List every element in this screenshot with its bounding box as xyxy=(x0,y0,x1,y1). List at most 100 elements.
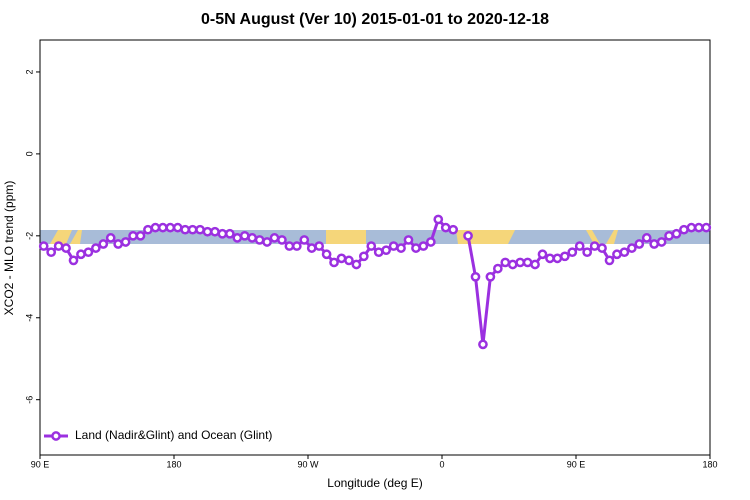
data-point xyxy=(470,271,481,282)
land-patch xyxy=(586,230,600,244)
data-point xyxy=(202,226,213,237)
y-tick-label: 0 xyxy=(24,151,34,156)
data-point xyxy=(68,255,79,266)
data-point xyxy=(679,224,689,235)
data-point xyxy=(373,247,384,258)
data-point xyxy=(574,241,585,251)
data-point xyxy=(113,239,124,249)
data-point xyxy=(612,249,622,260)
data-point xyxy=(277,235,287,245)
data-point xyxy=(358,251,369,262)
data-point xyxy=(135,230,146,241)
data-point xyxy=(351,259,362,270)
data-point xyxy=(76,249,86,260)
data-point xyxy=(195,224,205,235)
data-point xyxy=(187,224,198,235)
data-point xyxy=(172,222,183,233)
data-point xyxy=(478,339,488,350)
data-point xyxy=(90,243,101,253)
data-point xyxy=(440,222,451,233)
data-point xyxy=(232,233,243,243)
land-patch xyxy=(70,230,82,244)
legend-label: Land (Nadir&Glint) and Ocean (Glint) xyxy=(75,428,272,442)
data-point xyxy=(329,257,339,268)
data-point xyxy=(224,228,235,239)
data-point xyxy=(604,255,615,266)
data-point xyxy=(656,237,667,247)
data-point xyxy=(143,224,153,235)
data-point xyxy=(83,247,94,258)
data-point xyxy=(507,259,518,270)
y-axis-label: XCO2 - MLO trend (ppm) xyxy=(2,181,16,316)
data-point xyxy=(634,239,645,249)
data-point xyxy=(671,228,682,239)
data-point xyxy=(693,222,704,233)
data-point xyxy=(344,255,354,266)
data-point xyxy=(366,241,377,251)
data-point xyxy=(492,263,503,274)
data-point xyxy=(388,241,399,251)
data-point xyxy=(649,239,660,249)
data-point xyxy=(53,241,64,251)
data-point xyxy=(522,257,533,268)
data-point xyxy=(701,222,712,233)
data-point xyxy=(582,247,593,258)
data-point xyxy=(38,241,49,251)
data-point xyxy=(105,233,116,243)
data-point xyxy=(306,243,317,253)
data-point xyxy=(403,235,414,245)
y-tick-label: -6 xyxy=(24,396,34,404)
data-point xyxy=(165,222,176,233)
data-point xyxy=(217,228,228,239)
data-point xyxy=(254,235,265,245)
data-point xyxy=(128,230,138,241)
data-point xyxy=(247,233,258,243)
data-point xyxy=(559,251,570,262)
data-point xyxy=(686,222,697,233)
x-tick-label: 90 W xyxy=(297,459,319,469)
data-point xyxy=(537,249,548,260)
data-point xyxy=(291,241,302,251)
data-point xyxy=(262,237,272,247)
data-point xyxy=(425,237,436,247)
x-tick-label: 90 E xyxy=(567,459,586,469)
y-tick-label: -4 xyxy=(24,314,34,322)
land-patch xyxy=(50,230,72,244)
data-point xyxy=(552,253,563,264)
data-point xyxy=(46,247,57,258)
data-point xyxy=(396,243,406,253)
data-point xyxy=(157,222,168,233)
land-patch xyxy=(606,230,618,244)
data-point xyxy=(381,245,392,256)
data-point xyxy=(500,257,511,268)
data-point xyxy=(120,237,131,247)
data-point xyxy=(321,249,332,260)
data-point xyxy=(411,243,421,253)
land-patch xyxy=(326,230,366,244)
data-point xyxy=(448,224,459,235)
y-tick-label: -2 xyxy=(24,232,34,240)
x-axis-label: Longitude (deg E) xyxy=(327,476,422,490)
chart-title: 0-5N August (Ver 10) 2015-01-01 to 2020-… xyxy=(201,11,549,28)
data-point xyxy=(150,222,161,233)
data-point xyxy=(641,233,652,243)
data-point xyxy=(180,224,191,235)
data-point xyxy=(530,259,540,270)
data-point xyxy=(589,241,600,251)
data-point xyxy=(619,247,630,258)
data-point xyxy=(239,230,250,241)
data-point xyxy=(314,241,325,251)
data-point xyxy=(299,235,310,245)
data-point xyxy=(433,214,444,225)
data-point xyxy=(284,241,295,251)
x-tick-label: 0 xyxy=(439,459,444,469)
x-tick-label: 180 xyxy=(166,459,181,469)
data-point xyxy=(597,243,607,253)
data-point xyxy=(545,253,555,264)
data-point xyxy=(626,243,637,253)
data-point xyxy=(515,257,526,268)
data-point xyxy=(567,247,578,258)
data-point xyxy=(98,239,109,249)
x-tick-label: 180 xyxy=(702,459,717,469)
